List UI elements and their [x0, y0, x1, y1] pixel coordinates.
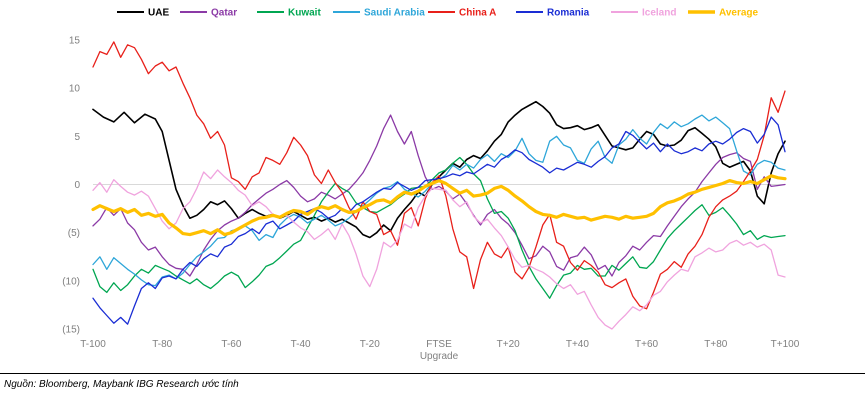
- line-chart: UAE Qatar Kuwait Saudi Arabia China A Romania…: [62, 8, 800, 363]
- x-tick-label: T+100: [771, 339, 800, 350]
- legend-label: Romania: [547, 8, 590, 19]
- series-layer: [91, 41, 787, 330]
- series-line-romania: [92, 116, 786, 325]
- legend-label: Saudi Arabia: [364, 8, 425, 19]
- series-line-china-a: [92, 41, 786, 310]
- x-tick-label: T+60: [635, 339, 659, 350]
- legend-item-saudi-arabia: Saudi Arabia: [333, 8, 425, 19]
- legend-item-qatar: Qatar: [180, 8, 237, 19]
- legend-item-romania: Romania: [516, 8, 590, 19]
- x-tick-label: T-60: [221, 339, 241, 350]
- legend-item-kuwait: Kuwait: [257, 8, 321, 19]
- y-tick-label: (5): [68, 228, 80, 239]
- legend-label: Iceland: [642, 8, 676, 19]
- series-line-iceland: [92, 169, 786, 330]
- legend-label: Average: [719, 8, 759, 19]
- y-axis-ticks: 15 10 5 0 (5) (10) (15): [62, 36, 80, 336]
- legend-label: Kuwait: [288, 8, 321, 19]
- series-line-average: [91, 174, 787, 237]
- legend-label: Qatar: [211, 8, 237, 19]
- series-line-qatar: [92, 114, 786, 277]
- legend-item-iceland: Iceland: [611, 8, 676, 19]
- legend-item-average: Average: [688, 8, 759, 19]
- x-tick-label: T+20: [497, 339, 521, 350]
- legend-item-uae: UAE: [117, 8, 169, 19]
- series-line-kuwait: [92, 156, 786, 299]
- y-tick-label: 15: [69, 36, 81, 47]
- source-divider: [0, 373, 865, 374]
- y-tick-label: 0: [74, 180, 80, 191]
- legend-label: UAE: [148, 8, 169, 19]
- x-tick-label: T+80: [704, 339, 728, 350]
- series-line-uae: [92, 100, 786, 239]
- y-tick-label: (15): [62, 325, 80, 336]
- x-tick-label: T-20: [360, 339, 380, 350]
- chart-legend: UAE Qatar Kuwait Saudi Arabia China A Romania…: [117, 8, 759, 19]
- x-tick-label: T-100: [80, 339, 106, 350]
- y-tick-label: 10: [69, 84, 81, 95]
- x-tick-label: T-40: [291, 339, 311, 350]
- legend-label: China A: [459, 8, 496, 19]
- x-tick-label: T+40: [566, 339, 590, 350]
- legend-item-china-a: China A: [428, 8, 496, 19]
- source-note: Nguồn: Bloomberg, Maybank IBG Research ư…: [4, 379, 239, 390]
- x-tick-sublabel: Upgrade: [420, 351, 459, 362]
- y-tick-label: (10): [62, 276, 80, 287]
- x-tick-label: FTSE: [426, 339, 452, 350]
- y-tick-label: 5: [74, 132, 80, 143]
- x-tick-label: T-80: [152, 339, 172, 350]
